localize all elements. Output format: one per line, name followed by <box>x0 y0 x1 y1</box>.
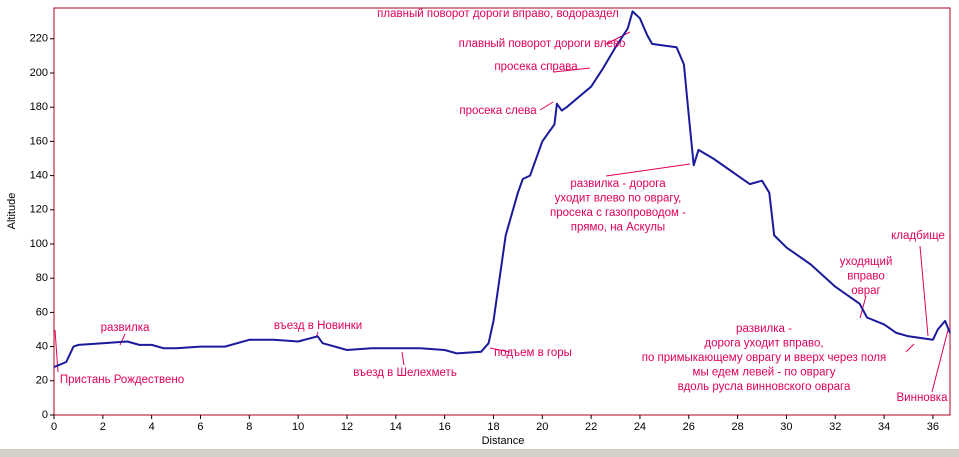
x-tick-label: 28 <box>731 421 743 433</box>
annotation: въезд в Шелехметь <box>353 367 457 379</box>
annotation: плавный поворот дороги влево <box>459 38 626 50</box>
x-tick-label: 34 <box>878 421 890 433</box>
y-tick-label: 100 <box>30 238 48 250</box>
y-axis-label: Altitude <box>6 193 18 230</box>
altitude-line <box>53 10 951 369</box>
x-tick-label: 30 <box>780 421 792 433</box>
y-tick-label: 200 <box>30 67 48 79</box>
annotation: кладбище <box>891 230 945 242</box>
x-tick-label: 6 <box>197 421 203 433</box>
x-tick-label: 36 <box>927 421 939 433</box>
y-tick-label: 220 <box>30 33 48 45</box>
x-tick-label: 2 <box>100 421 106 433</box>
x-tick-label: 10 <box>292 421 304 433</box>
annotation: подъем в горы <box>494 347 572 359</box>
annotation: развилка - <box>736 323 792 335</box>
annotation: просека справа <box>494 61 578 73</box>
y-tick-label: 120 <box>30 204 48 216</box>
x-tick-label: 8 <box>246 421 252 433</box>
annotation: овраг <box>851 285 881 297</box>
annotation: прямо, на Аскулы <box>571 222 665 234</box>
annotation: уходит влево по оврагу, <box>555 193 682 205</box>
y-tick-label: 80 <box>36 272 48 284</box>
y-tick-label: 0 <box>42 409 48 421</box>
annotation: развилка <box>101 322 150 334</box>
annotation: мы едем левей - по оврагу <box>693 367 836 379</box>
x-tick-label: 18 <box>487 421 499 433</box>
x-tick-label: 12 <box>341 421 353 433</box>
annotation: въезд в Новинки <box>274 320 362 332</box>
annotation: уходящий <box>840 256 893 268</box>
y-tick-label: 140 <box>30 169 48 181</box>
annotation: Пристань Рождествено <box>60 374 184 386</box>
y-tick-label: 60 <box>36 306 48 318</box>
x-axis-label: Distance <box>482 435 525 447</box>
annotation: по примыкающему оврагу и вверх через пол… <box>642 352 887 364</box>
x-tick-label: 20 <box>536 421 548 433</box>
x-tick-label: 4 <box>149 421 155 433</box>
status-strip <box>0 449 959 457</box>
annotation: Винновка <box>897 392 949 404</box>
annotation: плавный поворот дороги вправо, водоразде… <box>377 8 619 20</box>
x-tick-label: 14 <box>390 421 402 433</box>
y-tick-label: 20 <box>36 375 48 387</box>
x-tick-label: 0 <box>51 421 57 433</box>
x-tick-label: 24 <box>634 421 646 433</box>
annotation: дорога уходит вправо, <box>704 338 823 350</box>
y-tick-label: 180 <box>30 101 48 113</box>
annotation: вдоль русла винновского оврага <box>678 381 851 393</box>
x-tick-label: 26 <box>683 421 695 433</box>
y-tick-label: 40 <box>36 341 48 353</box>
y-tick-label: 160 <box>30 135 48 147</box>
annotation: развилка - дорога <box>570 178 666 190</box>
x-tick-label: 22 <box>585 421 597 433</box>
x-tick-label: 32 <box>829 421 841 433</box>
annotation: вправо <box>847 271 885 283</box>
plot-frame <box>53 7 951 416</box>
annotation: просека слева <box>459 105 537 117</box>
x-tick-label: 16 <box>439 421 451 433</box>
annotation: просека с газопроводом - <box>550 207 686 219</box>
